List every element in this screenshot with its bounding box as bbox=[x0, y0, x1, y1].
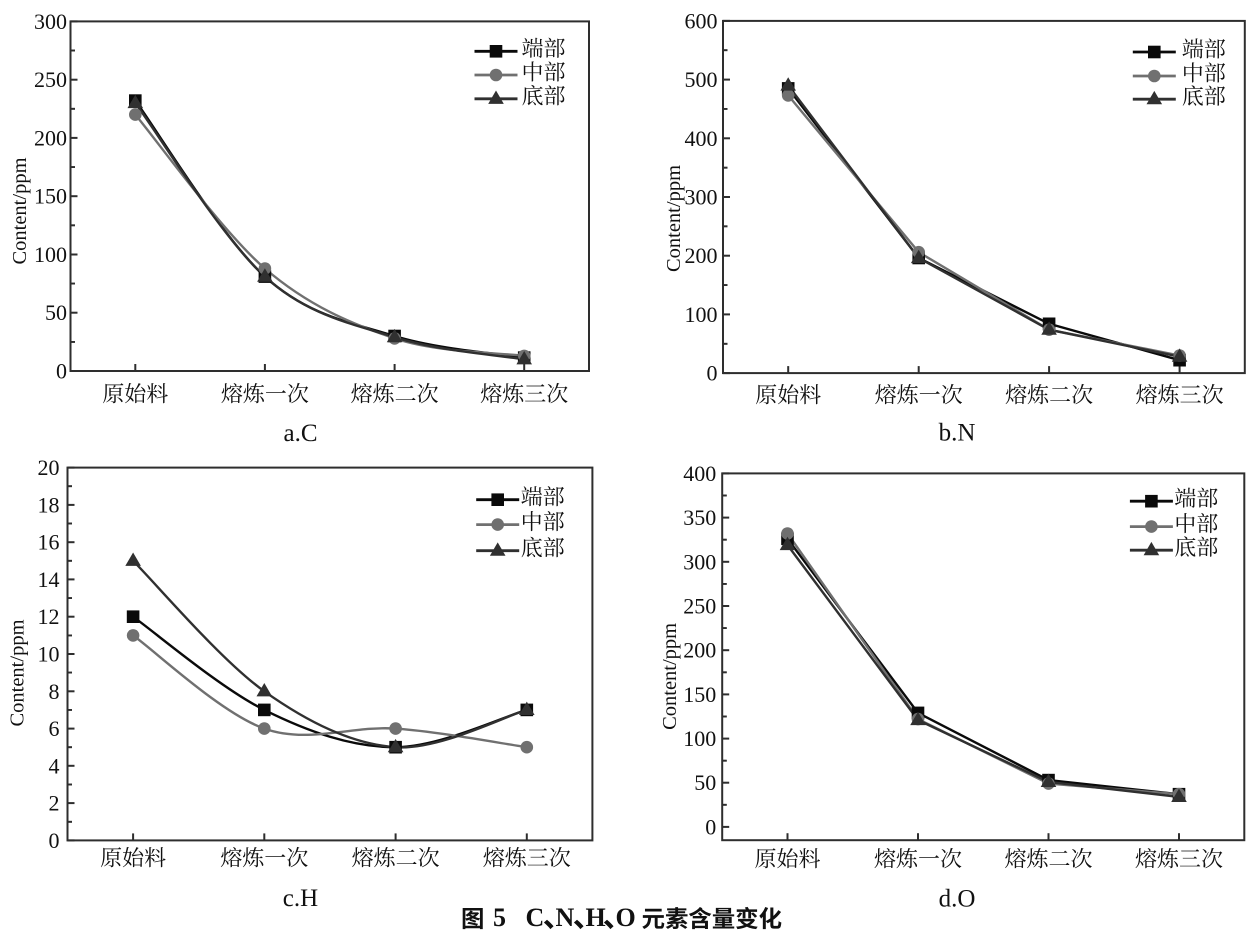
svg-text:d.O: d.O bbox=[939, 886, 976, 913]
svg-text:0: 0 bbox=[705, 814, 716, 839]
svg-text:250: 250 bbox=[683, 594, 716, 619]
svg-text:6: 6 bbox=[49, 716, 60, 741]
svg-text:350: 350 bbox=[683, 505, 716, 530]
svg-text:600: 600 bbox=[685, 8, 718, 33]
svg-text:0: 0 bbox=[49, 828, 60, 853]
svg-text:c.H: c.H bbox=[283, 885, 318, 912]
svg-text:50: 50 bbox=[694, 770, 716, 795]
svg-text:16: 16 bbox=[38, 530, 60, 555]
svg-text:200: 200 bbox=[685, 243, 718, 268]
svg-text:300: 300 bbox=[34, 9, 67, 34]
svg-text:4: 4 bbox=[49, 753, 60, 778]
svg-text:Content/ppm: Content/ppm bbox=[663, 165, 685, 272]
svg-text:150: 150 bbox=[683, 682, 716, 707]
svg-text:250: 250 bbox=[34, 67, 67, 92]
svg-text:400: 400 bbox=[685, 126, 718, 151]
svg-text:300: 300 bbox=[683, 549, 716, 574]
svg-text:100: 100 bbox=[683, 726, 716, 751]
svg-text:400: 400 bbox=[683, 461, 716, 486]
svg-text:C: C bbox=[526, 903, 545, 932]
svg-text:a.C: a.C bbox=[283, 420, 317, 447]
svg-text:8: 8 bbox=[49, 679, 60, 704]
svg-text:200: 200 bbox=[34, 125, 67, 150]
svg-text:Content/ppm: Content/ppm bbox=[659, 623, 681, 730]
svg-text:0: 0 bbox=[56, 359, 67, 384]
svg-text:Content/ppm: Content/ppm bbox=[9, 157, 31, 264]
svg-text:N: N bbox=[556, 903, 575, 932]
svg-text:H: H bbox=[586, 903, 606, 932]
svg-text:200: 200 bbox=[683, 638, 716, 663]
svg-text:300: 300 bbox=[685, 185, 718, 210]
svg-text:14: 14 bbox=[38, 567, 60, 592]
svg-text:12: 12 bbox=[38, 604, 60, 629]
svg-text:100: 100 bbox=[685, 302, 718, 327]
svg-text:10: 10 bbox=[38, 642, 60, 667]
svg-text:18: 18 bbox=[38, 492, 60, 517]
svg-text:100: 100 bbox=[34, 242, 67, 267]
svg-text:O: O bbox=[616, 903, 636, 932]
svg-text:500: 500 bbox=[685, 67, 718, 92]
svg-text:5: 5 bbox=[493, 903, 506, 932]
svg-text:Content/ppm: Content/ppm bbox=[7, 619, 29, 726]
svg-text:2: 2 bbox=[49, 791, 60, 816]
svg-text:50: 50 bbox=[45, 300, 67, 325]
svg-text:20: 20 bbox=[38, 455, 60, 480]
svg-text:0: 0 bbox=[707, 361, 718, 386]
svg-text:b.N: b.N bbox=[939, 420, 976, 447]
svg-text:150: 150 bbox=[34, 184, 67, 209]
